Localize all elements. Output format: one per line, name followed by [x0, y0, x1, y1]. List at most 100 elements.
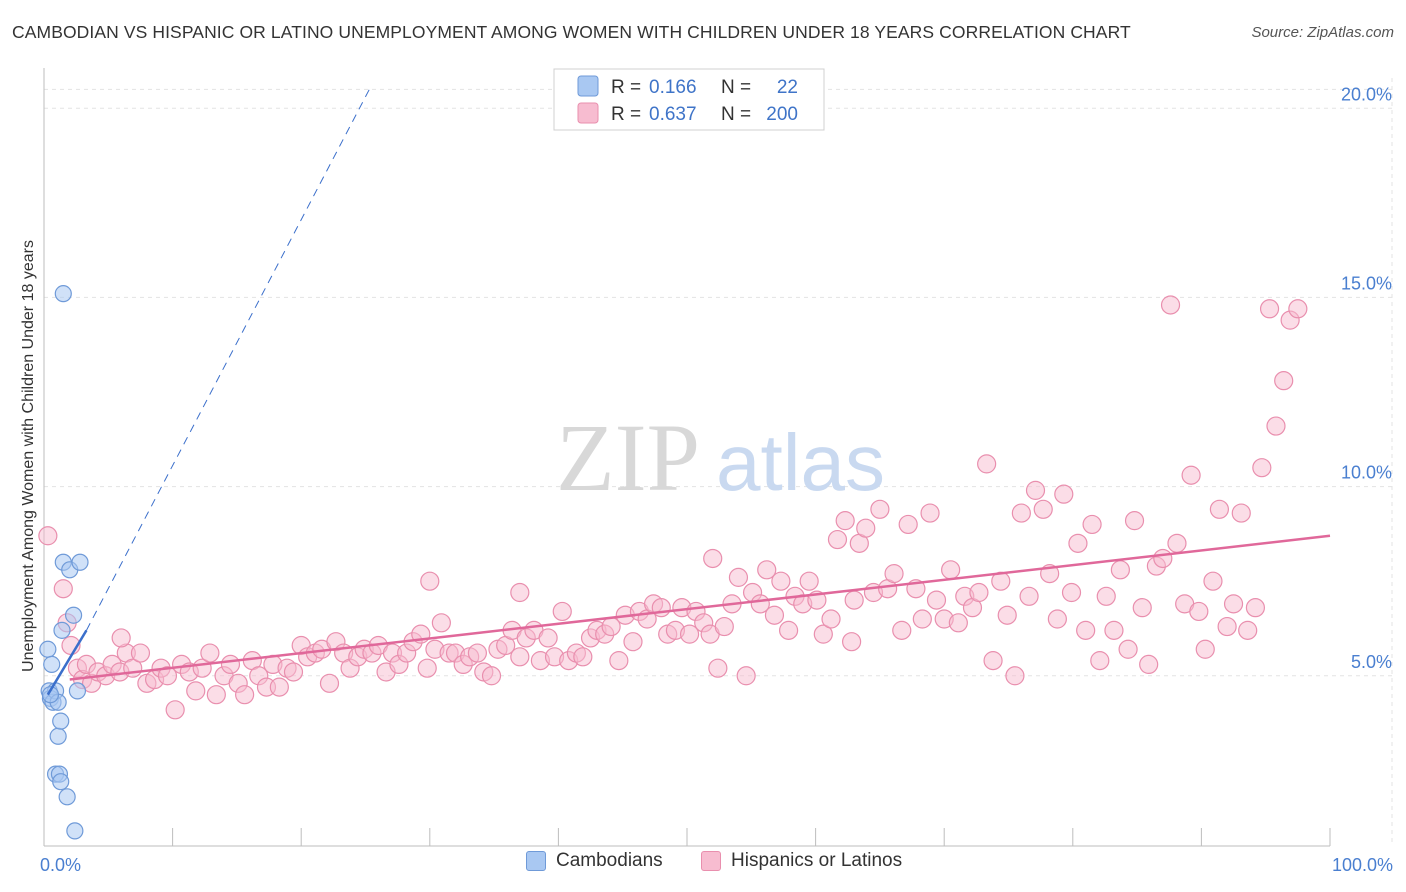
- hispanic-point: [283, 662, 304, 682]
- hispanic-point: [898, 514, 918, 535]
- hispanic-point: [206, 685, 226, 705]
- hispanic-point: [38, 526, 58, 546]
- hispanic-point: [835, 511, 855, 531]
- hispanic-point: [1061, 582, 1082, 603]
- hispanic-point: [1195, 639, 1215, 659]
- hispanic-point: [856, 518, 876, 538]
- stats-swatch-cambodian: [577, 75, 599, 97]
- stats-n-value-hispanic: 200: [766, 104, 798, 125]
- hispanic-point: [778, 620, 799, 640]
- legend-swatch-hispanics: [701, 851, 721, 871]
- hispanic-point: [481, 666, 502, 686]
- hispanic-point: [1203, 571, 1223, 591]
- y-tick-label: 20.0%: [1341, 84, 1392, 104]
- stats-swatch-hispanic: [577, 102, 599, 124]
- hispanic-point: [1110, 560, 1130, 580]
- hispanic-point: [1047, 609, 1067, 629]
- hispanic-point: [892, 620, 912, 640]
- cambodian-point: [43, 655, 61, 674]
- hispanic-point: [552, 601, 572, 622]
- hispanic-point: [165, 700, 185, 720]
- hispanic-point: [926, 590, 947, 610]
- hispanic-point: [1274, 371, 1294, 391]
- hispanic-point: [1082, 514, 1102, 535]
- hispanic-point: [884, 564, 904, 584]
- hispanic-point: [1160, 295, 1181, 315]
- cambodian-point: [54, 285, 72, 303]
- hispanic-point: [1054, 484, 1074, 504]
- watermark: ZIP atlas: [556, 404, 885, 511]
- x-tick-label: 0.0%: [40, 855, 81, 875]
- hispanic-point: [757, 560, 777, 580]
- hispanic-point: [1209, 499, 1230, 519]
- hispanic-point: [1019, 586, 1039, 606]
- cambodian-point: [68, 682, 87, 700]
- stats-box: R = 0.166 N = 22 R = 0.637 N = 200: [553, 68, 825, 131]
- legend-label-cambodians: Cambodians: [556, 850, 663, 871]
- hispanic-point: [1139, 654, 1159, 675]
- axis-layer: [43, 68, 1331, 847]
- hispanic-point: [1076, 620, 1096, 640]
- hispanic-point: [813, 624, 833, 644]
- chart-source: Source: ZipAtlas.com: [1251, 24, 1394, 41]
- cambodian-points: [39, 285, 89, 840]
- hispanic-point: [431, 613, 451, 633]
- legend-item-cambodians: Cambodians: [526, 850, 663, 872]
- watermark-zip: ZIP: [556, 404, 700, 511]
- hispanic-point: [728, 567, 749, 587]
- cambodian-point: [49, 727, 67, 745]
- hispanic-point: [1189, 601, 1209, 622]
- legend-item-hispanics: Hispanics or Latinos: [701, 850, 902, 872]
- hispanic-point: [467, 643, 487, 663]
- stats-n-label-hispanic: N =: [721, 104, 751, 125]
- hispanic-point: [703, 548, 723, 569]
- hispanic-point: [941, 560, 961, 580]
- hispanic-point: [130, 643, 151, 663]
- cambodian-point: [58, 788, 76, 806]
- hispanic-point: [1090, 651, 1110, 671]
- hispanic-point: [1132, 598, 1152, 618]
- y-tick-label: 10.0%: [1341, 463, 1392, 483]
- cambodian-point: [66, 822, 84, 840]
- hispanic-point: [1068, 533, 1088, 553]
- hispanic-point: [235, 685, 255, 705]
- hispanic-point: [623, 632, 643, 652]
- cambodian-point: [71, 553, 89, 571]
- hispanic-trendline: [69, 534, 1331, 681]
- hispanic-point: [510, 647, 530, 667]
- x-tick-label: 100.0%: [1332, 855, 1393, 875]
- stats-r-value-hispanic: 0.637: [649, 104, 697, 125]
- hispanic-point: [969, 582, 989, 603]
- hispanic-point: [1266, 416, 1286, 436]
- hispanic-point: [1033, 499, 1053, 519]
- stats-box-frame: [553, 68, 825, 131]
- cambodian-point: [52, 773, 70, 791]
- hispanic-point: [1011, 503, 1031, 523]
- hispanic-point: [1217, 616, 1237, 637]
- hispanic-point: [977, 454, 997, 474]
- hispanic-point: [1231, 503, 1251, 523]
- hispanic-point: [1096, 586, 1116, 606]
- hispanic-point: [1025, 480, 1046, 500]
- cambodian-point: [53, 621, 71, 639]
- hispanic-point: [609, 651, 629, 671]
- cambodian-point: [39, 640, 57, 658]
- stats-r-label-cambodian: R =: [611, 77, 641, 98]
- legend-swatch-cambodians: [526, 851, 546, 871]
- hispanic-point: [1288, 299, 1308, 319]
- hispanic-point: [948, 613, 968, 633]
- hispanic-point: [157, 666, 178, 686]
- hispanic-point: [1181, 465, 1201, 485]
- legend-label-hispanics: Hispanics or Latinos: [731, 850, 903, 871]
- hispanic-point: [764, 605, 785, 625]
- legend: Cambodians Hispanics or Latinos: [0, 850, 1406, 880]
- hispanic-point: [319, 673, 340, 693]
- hispanic-point: [1118, 639, 1138, 659]
- cambodian-point: [41, 686, 60, 704]
- hispanic-point: [420, 571, 440, 591]
- hispanic-point: [1238, 620, 1258, 640]
- hispanic-point: [1259, 299, 1280, 319]
- hispanic-point: [821, 609, 841, 629]
- stats-r-label-hispanic: R =: [611, 104, 641, 125]
